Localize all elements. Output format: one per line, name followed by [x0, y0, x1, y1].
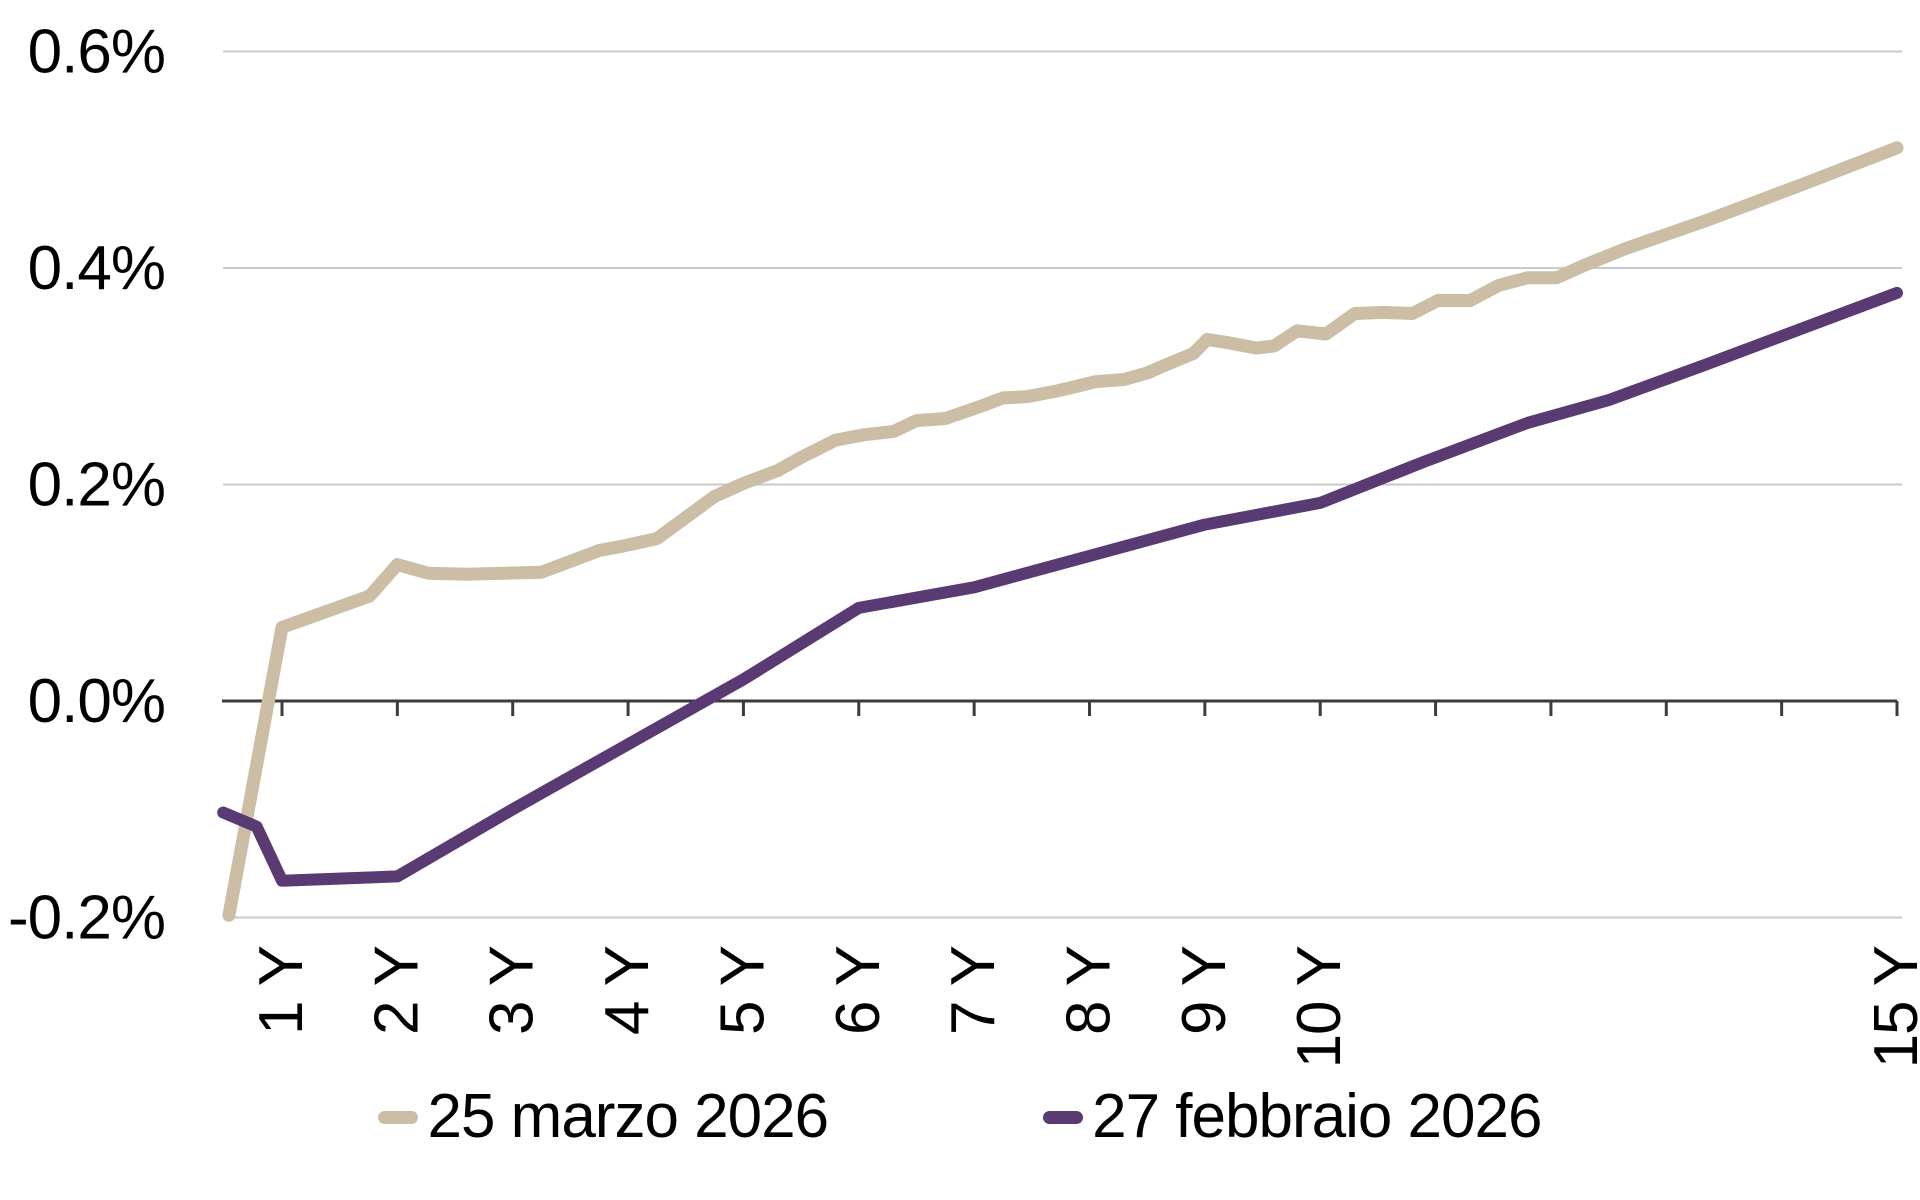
legend-swatch-25-marzo-2026: [378, 1110, 419, 1124]
y-tick-label: 0.0%: [28, 667, 165, 736]
chart-legend: 25 marzo 2026 27 febbraio 2026: [0, 1082, 1920, 1151]
x-tick-label: 10 Y: [1285, 946, 1354, 1068]
x-tick-label: 7 Y: [939, 946, 1008, 1035]
series-line-2: [217, 286, 1903, 887]
legend-item-27-febbraio-2026: 27 febbraio 2026: [1043, 1082, 1543, 1151]
x-tick-label: 9 Y: [1170, 946, 1239, 1035]
legend-label-25-marzo-2026: 25 marzo 2026: [427, 1082, 829, 1151]
legend-label-27-febbraio-2026: 27 febbraio 2026: [1092, 1082, 1542, 1151]
x-tick-label: 15 Y: [1862, 946, 1920, 1068]
x-tick-label: 6 Y: [824, 946, 893, 1035]
x-tick-label: 2 Y: [362, 946, 431, 1035]
x-tick-label: 4 Y: [593, 946, 662, 1035]
series-line-1: [222, 141, 1904, 922]
y-tick-label: 0.6%: [28, 18, 165, 87]
chart-canvas: 0.6% 0.4% 0.2% 0.0% -0.2% 1 Y 2 Y 3 Y 4 Y 5 Y 6 Y 7…: [8, 18, 1920, 1069]
x-tick-label: 5 Y: [708, 946, 777, 1035]
x-tick-label: 8 Y: [1054, 946, 1123, 1035]
y-tick-label: 0.4%: [28, 234, 165, 303]
y-tick-label: 0.2%: [28, 451, 165, 520]
legend-swatch-27-febbraio-2026: [1043, 1110, 1084, 1124]
x-tick-label: 1 Y: [247, 946, 316, 1035]
legend-item-25-marzo-2026: 25 marzo 2026: [378, 1082, 829, 1151]
x-tick-label: 3 Y: [478, 946, 547, 1035]
y-tick-label: -0.2%: [8, 884, 165, 953]
